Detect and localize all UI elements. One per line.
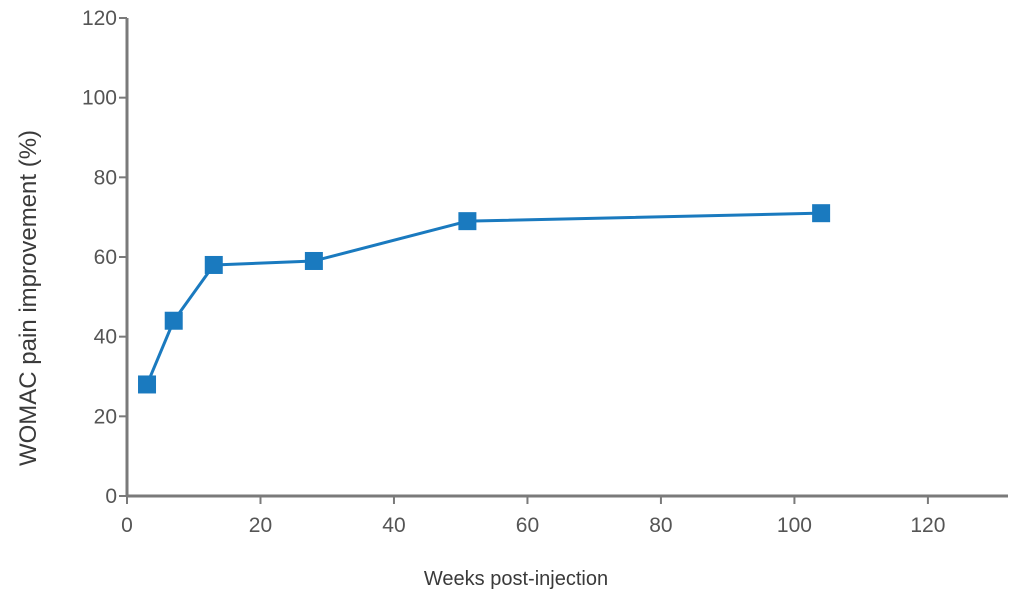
y-tick-label: 0	[105, 485, 117, 508]
y-tick-label: 20	[94, 405, 117, 428]
x-tick-label: 40	[382, 514, 405, 537]
y-tick-label: 60	[94, 246, 117, 269]
data-point-marker	[138, 375, 157, 394]
data-point-marker	[204, 255, 223, 274]
x-tick-label: 120	[910, 514, 945, 537]
data-point-marker	[458, 212, 477, 231]
data-point-marker	[164, 311, 183, 330]
y-tick-label: 100	[82, 87, 117, 110]
y-tick-label: 40	[94, 326, 117, 349]
x-axis-title: Weeks post-injection	[424, 568, 608, 589]
x-tick-label: 100	[777, 514, 812, 537]
x-tick-label: 20	[249, 514, 272, 537]
x-tick-label: 60	[516, 514, 539, 537]
y-axis-title: WOMAC pain improvement (%)	[15, 130, 42, 466]
x-tick-label: 0	[121, 514, 133, 537]
series-line	[145, 211, 822, 386]
data-point-marker	[304, 251, 323, 270]
axes	[125, 18, 1008, 498]
y-tick-label: 120	[82, 7, 117, 30]
series-layer	[138, 204, 831, 394]
y-axis-ticks: 0 20 40 60 80 100 120	[82, 7, 127, 508]
x-axis-ticks: 0 20 40 60 80 100 120	[121, 496, 945, 537]
data-point-marker	[812, 204, 831, 223]
x-tick-label: 80	[649, 514, 672, 537]
y-tick-label: 80	[94, 166, 117, 189]
